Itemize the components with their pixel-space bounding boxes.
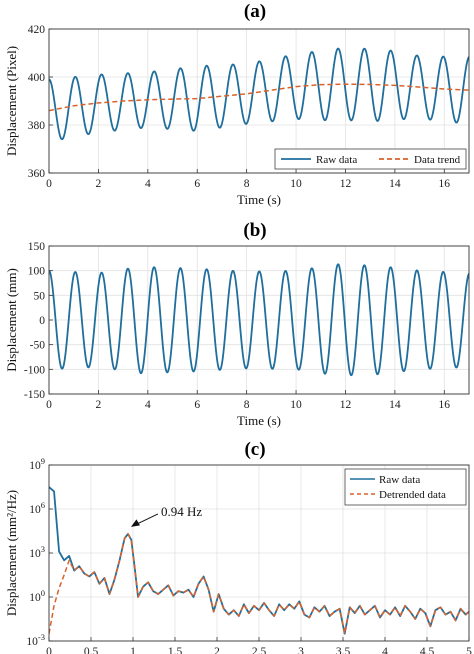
y-tick-label: 380 — [28, 120, 46, 132]
x-tick-label: 14 — [389, 399, 401, 411]
panel-label: (c) — [244, 439, 265, 460]
y-tick-label: -100 — [24, 364, 45, 376]
series-line-raw-data — [49, 47, 469, 141]
panel-a: (a) 0 2 4 6 8 10 12 14 16 360 380 400 420 Time (s) Disp… — [4, 1, 470, 207]
y-tick-label: 150 — [28, 241, 46, 253]
y-tick-label: -150 — [24, 389, 45, 401]
y-tick-label: 50 — [34, 290, 46, 302]
x-axis-label: Time (s) — [237, 192, 281, 207]
x-axis-label: Time (s) — [237, 413, 281, 428]
y-tick-exponent: 6 — [41, 500, 45, 510]
y-tick-label: 360 — [28, 168, 46, 180]
y-axis-label: Displacement (Pixel) — [4, 46, 19, 156]
x-tick-label: 0 — [46, 399, 52, 411]
x-tick-label: 2 — [96, 178, 102, 190]
x-tick-label: 5 — [466, 646, 472, 654]
legend-label: Detrended data — [379, 489, 446, 501]
y-tick-exponent: 9 — [41, 456, 45, 466]
x-tick-label: 3.5 — [336, 646, 351, 654]
y-tick-label: -50 — [30, 340, 46, 352]
x-tick-label: 3 — [298, 646, 304, 654]
legend-label: Data trend — [414, 154, 461, 166]
legend: Raw data Data trend — [274, 148, 467, 170]
x-tick-label: 8 — [244, 178, 250, 190]
x-tick-label: 1.5 — [168, 646, 183, 654]
x-tick-label: 8 — [244, 399, 250, 411]
series-line-b-0 — [49, 263, 469, 377]
x-tick-label: 0 — [46, 178, 52, 190]
y-axis-label: Displacement (mm) — [4, 268, 19, 372]
x-tick-label: 16 — [439, 399, 451, 411]
y-tick-label: 109 — [29, 456, 45, 472]
x-tick-label: 6 — [194, 178, 200, 190]
panel-b: (b) 0 2 4 6 8 10 12 14 16 -150 -100 -50 0 50 100 150 Time… — [4, 220, 470, 428]
x-tick-label: 0.5 — [84, 646, 99, 654]
x-tick-label: 16 — [439, 178, 451, 190]
y-tick-label: 400 — [28, 72, 46, 84]
x-tick-label: 4.5 — [420, 646, 435, 654]
peak-annotation: 0.94 Hz — [130, 504, 202, 527]
y-tick-exponent: 3 — [41, 544, 45, 554]
annotation-label: 0.94 Hz — [161, 504, 202, 519]
x-tick-label: 2 — [214, 646, 220, 654]
y-tick-label: 10-3 — [26, 632, 45, 648]
x-tick-label: 2.5 — [252, 646, 267, 654]
y-tick-label: 420 — [28, 24, 46, 36]
x-tick-label: 10 — [290, 178, 302, 190]
legend-box — [274, 148, 467, 170]
legend-box — [344, 468, 467, 506]
y-tick-exponent: 0 — [41, 588, 45, 598]
series-line-data-trend — [49, 83, 469, 112]
y-tick-exponent: -3 — [38, 632, 45, 642]
ticks: 0 0.5 1 1.5 2 2.5 3 3.5 4 4.5 5 10-3 100 103 106 109 — [26, 456, 472, 654]
y-axis-label: Displacement (mm²/Hz) — [4, 490, 19, 616]
ticks: 0 2 4 6 8 10 12 14 16 -150 -100 -50 0 50 100 150 — [24, 241, 450, 411]
annotation-arrow-head — [130, 519, 140, 527]
series-group — [49, 263, 469, 377]
x-tick-label: 2 — [96, 399, 102, 411]
x-tick-label: 4 — [145, 399, 151, 411]
axis-frame — [48, 28, 470, 174]
series-line-detrended-data — [49, 533, 469, 635]
y-tick-label: 100 — [29, 588, 45, 604]
x-tick-label: 4 — [382, 646, 388, 654]
panel-c: (c) 0 0.5 1 1.5 2 2.5 3 3.5 4 4.5 5 10-3 100 103 106 109… — [4, 439, 472, 654]
x-tick-label: 10 — [290, 399, 302, 411]
ticks: 0 2 4 6 8 10 12 14 16 360 380 400 420 — [28, 24, 451, 190]
panel-label: (b) — [243, 220, 266, 241]
x-tick-label: 14 — [389, 178, 401, 190]
legend: Raw data Detrended data — [344, 468, 467, 506]
y-tick-label: 100 — [28, 266, 46, 278]
x-tick-label: 12 — [340, 399, 352, 411]
series-group — [49, 486, 469, 635]
x-tick-label: 12 — [340, 178, 352, 190]
x-tick-label: 4 — [145, 178, 151, 190]
y-tick-label: 106 — [29, 500, 45, 516]
series-group — [49, 47, 469, 141]
panel-label: (a) — [244, 1, 266, 22]
x-tick-label: 6 — [194, 399, 200, 411]
x-tick-label: 0 — [46, 646, 52, 654]
x-tick-label: 1 — [130, 646, 136, 654]
y-tick-label: 103 — [29, 544, 45, 560]
y-tick-label: 0 — [39, 315, 45, 327]
legend-label: Raw data — [379, 474, 420, 486]
legend-label: Raw data — [316, 154, 357, 166]
